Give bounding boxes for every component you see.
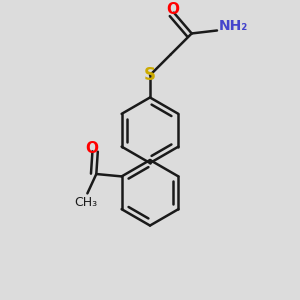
Text: S: S	[144, 66, 156, 84]
Text: CH₃: CH₃	[74, 196, 98, 209]
Text: O: O	[85, 141, 98, 156]
Text: O: O	[166, 2, 179, 16]
Text: NH₂: NH₂	[218, 19, 248, 33]
